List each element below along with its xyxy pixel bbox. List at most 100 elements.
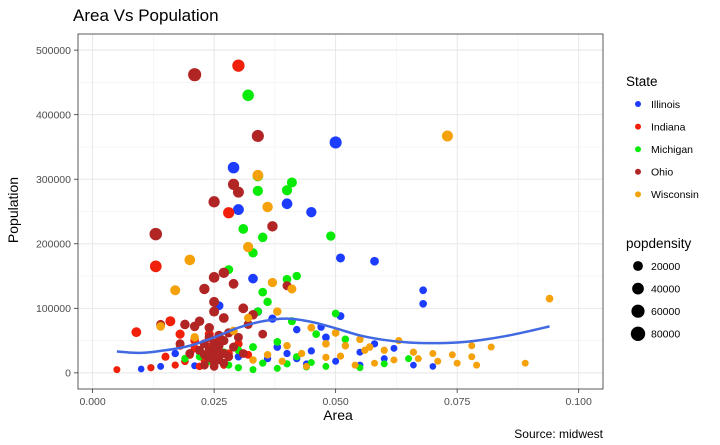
data-point-wisconsin <box>283 342 291 350</box>
data-point-wisconsin <box>473 361 481 369</box>
data-point-ohio <box>228 278 239 289</box>
data-point-illinois <box>233 204 244 215</box>
data-point-michigan <box>292 271 301 281</box>
legend-state: State Illinois Indiana Michigan Ohio Wiscons… <box>626 74 699 201</box>
data-point-wisconsin <box>468 342 476 350</box>
legend-size-label: 20000 <box>651 261 680 273</box>
legend-size-key <box>633 261 643 271</box>
data-point-wisconsin <box>184 254 196 266</box>
data-point-wisconsin <box>190 333 199 342</box>
data-point-michigan <box>273 338 282 346</box>
data-point-wisconsin <box>487 343 495 351</box>
legend-key-indiana <box>635 123 641 130</box>
data-point-ohio <box>238 349 248 358</box>
data-point-wisconsin <box>287 284 297 294</box>
legend-size-label: 40000 <box>651 283 680 295</box>
data-point-wisconsin <box>429 350 437 357</box>
data-point-michigan <box>380 360 388 368</box>
data-point-ohio <box>209 296 220 307</box>
legend-key-wisconsin <box>635 191 641 198</box>
data-point-wisconsin <box>243 241 254 253</box>
x-tick-label: 0.025 <box>201 396 227 408</box>
data-point-ohio <box>208 272 220 283</box>
legend-popdensity: popdensity 20000 40000 60000 80000 <box>626 236 692 341</box>
y-tick-label: 300000 <box>36 174 71 186</box>
scatter-points <box>113 59 554 374</box>
data-point-illinois <box>157 362 165 370</box>
data-point-ohio <box>218 313 229 323</box>
data-point-wisconsin <box>441 130 453 142</box>
data-point-illinois <box>329 136 342 149</box>
legend-size-key <box>631 304 645 318</box>
data-point-illinois <box>137 365 145 373</box>
data-point-illinois <box>322 333 330 342</box>
data-point-michigan <box>312 330 321 339</box>
data-point-wisconsin <box>434 357 442 365</box>
y-axis-ticks: 0 100000 200000 300000 400000 500000 <box>36 45 78 380</box>
data-point-wisconsin <box>341 342 350 350</box>
data-point-wisconsin <box>371 359 379 367</box>
data-point-ohio <box>188 68 202 82</box>
data-point-wisconsin <box>380 346 388 354</box>
data-point-illinois <box>248 273 258 284</box>
data-point-ohio <box>185 349 195 358</box>
data-point-illinois <box>419 286 428 295</box>
data-point-wisconsin <box>521 359 529 367</box>
data-point-michigan <box>249 343 257 352</box>
data-point-michigan <box>242 89 254 102</box>
data-point-ohio <box>238 303 249 314</box>
data-point-illinois <box>227 161 240 174</box>
data-point-indiana <box>175 329 185 339</box>
data-point-wisconsin <box>297 349 306 358</box>
data-point-michigan <box>326 231 336 241</box>
legend-label-ohio: Ohio <box>651 167 673 179</box>
data-point-wisconsin <box>262 201 273 213</box>
data-point-ohio <box>195 345 205 355</box>
data-point-illinois <box>429 363 437 370</box>
data-point-michigan <box>282 274 292 284</box>
data-point-ohio <box>199 283 210 295</box>
legend-key-illinois <box>635 101 641 107</box>
data-point-ohio <box>218 267 230 279</box>
x-tick-label: 0.050 <box>322 396 348 408</box>
data-point-wisconsin <box>361 346 369 354</box>
data-point-indiana <box>131 327 142 338</box>
data-point-illinois <box>419 299 428 308</box>
data-point-wisconsin <box>267 277 278 288</box>
smooth-trend-line <box>116 317 550 355</box>
data-point-indiana <box>232 59 245 72</box>
data-point-michigan <box>331 309 340 318</box>
data-point-michigan <box>257 232 268 243</box>
legend-size-key <box>630 326 646 341</box>
x-tick-label: 0.100 <box>566 396 592 408</box>
data-point-illinois <box>281 198 293 210</box>
data-point-ohio <box>175 339 185 349</box>
data-point-ohio <box>189 321 200 332</box>
legend-label-michigan: Michigan <box>651 144 693 156</box>
x-axis-ticks: 0.000 0.025 0.050 0.075 0.100 <box>79 389 592 408</box>
panel-border <box>77 33 604 390</box>
data-point-indiana <box>113 366 121 374</box>
data-point-wisconsin <box>156 322 166 331</box>
legend-label-wisconsin: Wisconsin <box>651 189 699 201</box>
data-point-michigan <box>238 224 249 234</box>
data-point-wisconsin <box>448 351 456 359</box>
y-tick-label: 100000 <box>36 303 71 315</box>
data-point-ohio <box>224 352 234 362</box>
data-point-wisconsin <box>414 355 422 363</box>
data-point-illinois <box>335 253 346 263</box>
data-point-ohio <box>204 322 214 333</box>
data-point-michigan <box>281 185 293 196</box>
legend-label-indiana: Indiana <box>651 121 686 133</box>
data-point-wisconsin <box>249 356 257 364</box>
legend-state-title: State <box>626 74 658 89</box>
legend-key-michigan <box>635 146 641 153</box>
data-point-illinois <box>306 206 317 218</box>
data-point-michigan <box>258 287 268 297</box>
data-point-wisconsin <box>307 323 316 332</box>
data-point-wisconsin <box>356 335 364 344</box>
data-point-wisconsin <box>302 362 310 370</box>
data-point-ohio <box>233 332 243 342</box>
legend-label-illinois: Illinois <box>651 99 680 111</box>
data-point-illinois <box>390 344 398 352</box>
